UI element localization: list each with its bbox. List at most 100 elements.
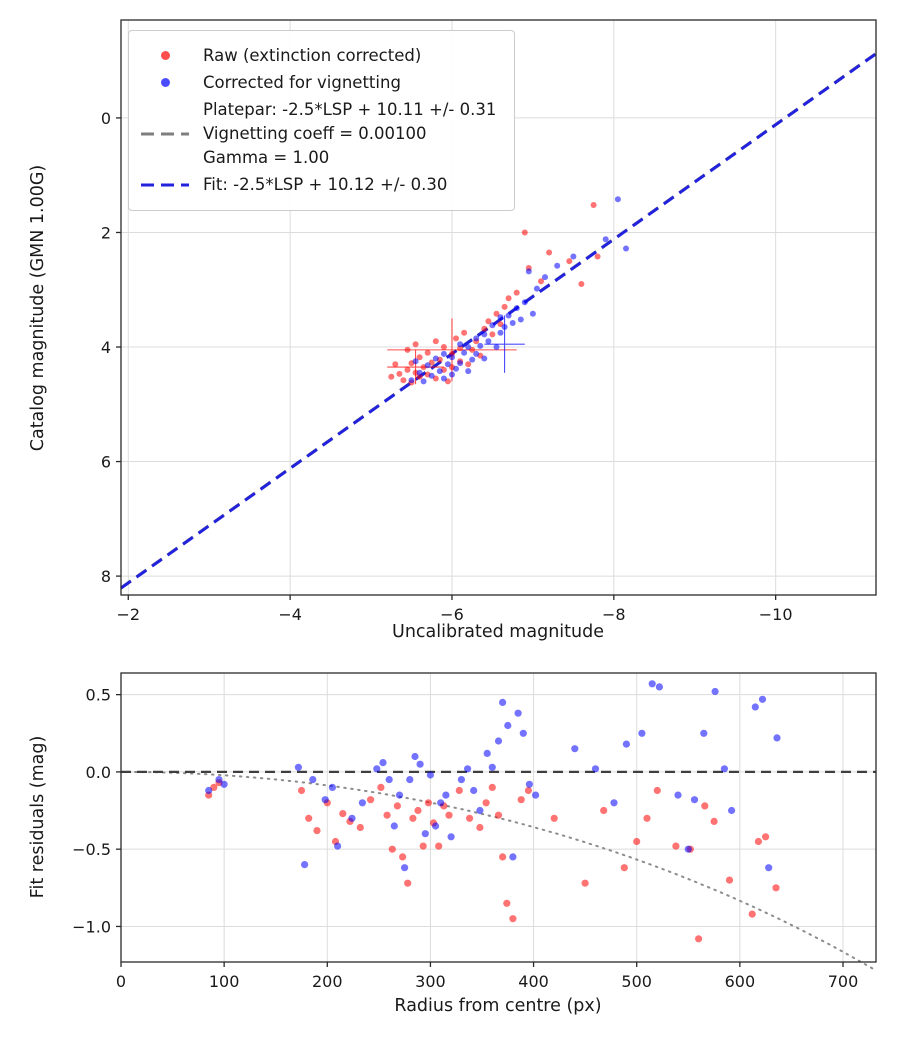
- data-point: [542, 274, 548, 281]
- data-point: [489, 322, 496, 329]
- data-point: [432, 338, 439, 345]
- gray-dashed-line-marker: [141, 132, 189, 136]
- data-point: [470, 786, 478, 795]
- legend-entry-vignetting: Corrected for vignetting: [141, 71, 496, 95]
- data-point: [383, 811, 391, 819]
- data-point: [455, 786, 463, 795]
- data-point: [414, 806, 422, 815]
- data-point: [633, 837, 641, 846]
- data-point: [600, 806, 608, 815]
- legend-marker-cell: [141, 131, 189, 137]
- data-point: [432, 355, 439, 362]
- data-point: [513, 305, 520, 312]
- legend-label-raw: Raw (extinction corrected): [203, 46, 422, 65]
- axes-spine: [120, 19, 877, 596]
- data-point: [554, 262, 561, 269]
- data-point: [404, 879, 412, 887]
- legend-entry-platepar: Platepar: -2.5*LSP + 10.11 +/- 0.31 Vign…: [141, 98, 496, 170]
- data-point: [377, 783, 385, 792]
- data-point: [571, 745, 579, 753]
- data-point: [301, 861, 309, 869]
- data-point: [399, 853, 407, 861]
- data-point: [205, 786, 213, 795]
- data-point: [358, 799, 366, 807]
- data-point: [419, 842, 427, 850]
- data-point: [748, 910, 756, 918]
- data-point: [684, 845, 692, 853]
- legend-marker-cell: [141, 182, 189, 188]
- data-point: [485, 338, 492, 345]
- data-point: [517, 316, 524, 323]
- data-point: [473, 350, 480, 357]
- data-point: [720, 765, 729, 773]
- data-point: [385, 776, 393, 784]
- data-point: [421, 830, 429, 838]
- data-point: [348, 814, 356, 822]
- data-point: [499, 698, 507, 707]
- data-point: [442, 791, 450, 799]
- grid: [120, 673, 876, 962]
- data-point: [400, 377, 407, 384]
- data-point: [437, 799, 445, 807]
- data-point: [466, 814, 474, 822]
- x-tick-label: 600: [725, 972, 756, 991]
- x-tick-label: −2: [116, 605, 140, 624]
- y-tick-label: 2: [101, 223, 111, 242]
- data-point: [501, 324, 508, 330]
- axes-spine: [120, 672, 877, 963]
- data-point: [614, 196, 621, 203]
- data-point: [406, 776, 414, 784]
- data-point: [457, 341, 464, 348]
- data-point: [404, 366, 411, 373]
- data-point: [762, 833, 770, 841]
- data-point: [578, 281, 585, 287]
- data-point: [453, 335, 459, 342]
- legend-label-vignetting: Corrected for vignetting: [203, 72, 401, 92]
- data-point: [436, 368, 443, 375]
- data-point: [373, 765, 381, 773]
- x-tick-label: 400: [518, 972, 549, 991]
- data-point: [453, 365, 459, 372]
- x-tick-label: 300: [415, 972, 446, 991]
- data-point: [701, 802, 709, 810]
- data-point: [525, 780, 534, 788]
- x-tick-label: 100: [209, 972, 240, 991]
- data-point: [390, 822, 398, 830]
- data-point: [328, 783, 336, 792]
- data-point: [321, 796, 329, 804]
- data-point: [461, 329, 468, 336]
- data-point: [505, 312, 512, 319]
- legend-entry-fit: Fit: -2.5*LSP + 10.12 +/- 0.30: [141, 173, 496, 197]
- data-point: [711, 687, 719, 696]
- data-point: [710, 817, 718, 826]
- data-point: [464, 765, 472, 773]
- data-point: [424, 349, 431, 356]
- top-y-axis-label: Catalog magnitude (GMN 1.00G): [28, 164, 48, 452]
- data-point: [481, 355, 488, 362]
- data-point: [550, 814, 558, 822]
- y-tick-label: 8: [101, 567, 111, 586]
- data-point: [695, 935, 703, 943]
- gamma-text: Gamma = 1.00: [203, 147, 330, 167]
- data-point: [444, 361, 451, 368]
- x-tick-label: 200: [312, 972, 343, 991]
- data-point: [594, 253, 601, 260]
- data-point: [700, 729, 708, 737]
- x-tick-label: −8: [602, 605, 626, 624]
- data-point: [519, 729, 527, 737]
- data-point: [457, 360, 464, 367]
- data-point: [643, 814, 651, 822]
- data-point: [412, 358, 419, 365]
- data-point: [623, 245, 629, 252]
- legend-marker-cell: [141, 78, 189, 88]
- data-point: [485, 318, 492, 325]
- data-point: [517, 796, 525, 804]
- x-tick-label: −10: [759, 605, 793, 624]
- data-point: [505, 295, 512, 302]
- data-point: [465, 361, 472, 368]
- data-point: [489, 331, 496, 338]
- data-point: [521, 229, 528, 236]
- top-x-axis-label: Uncalibrated magnitude: [392, 622, 604, 642]
- data-point: [396, 370, 403, 377]
